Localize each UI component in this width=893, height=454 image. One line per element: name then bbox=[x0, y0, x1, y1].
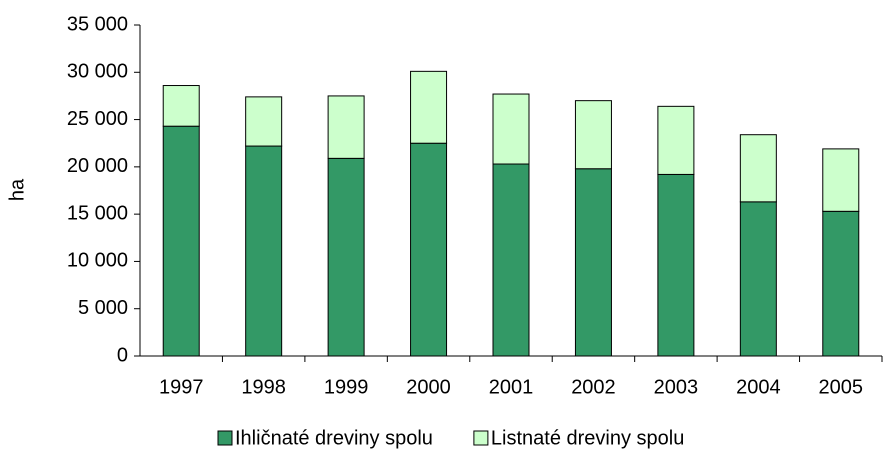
bar-segment bbox=[492, 93, 530, 165]
x-tick-label: 1997 bbox=[159, 376, 204, 398]
y-tick-label: 30 000 bbox=[67, 61, 128, 83]
bar-segment bbox=[245, 145, 283, 357]
x-tick-label: 2004 bbox=[736, 376, 781, 398]
y-tick-label: 25 000 bbox=[67, 108, 128, 130]
y-tick-label: 20 000 bbox=[67, 155, 128, 177]
y-tick-label: 10 000 bbox=[67, 250, 128, 272]
bar-segment bbox=[739, 201, 777, 357]
legend-swatch bbox=[473, 430, 489, 446]
bar-segment bbox=[492, 163, 530, 357]
x-tick-label: 2002 bbox=[571, 376, 616, 398]
bar-segment bbox=[739, 134, 777, 203]
bar-segment bbox=[574, 100, 612, 170]
legend-label: Ihličnaté dreviny spolu bbox=[235, 427, 433, 449]
bar-segment bbox=[162, 85, 200, 127]
bar-segment bbox=[327, 157, 365, 357]
bar-segment bbox=[657, 173, 695, 357]
x-tick-label: 2001 bbox=[489, 376, 534, 398]
legend-swatch bbox=[217, 430, 233, 446]
bar-segment bbox=[822, 210, 860, 357]
bar-segment bbox=[657, 105, 695, 175]
x-tick-label: 2005 bbox=[819, 376, 864, 398]
bar-segment bbox=[162, 125, 200, 357]
bar-segment bbox=[245, 96, 283, 147]
x-tick-label: 2003 bbox=[654, 376, 699, 398]
y-tick-label: 0 bbox=[117, 344, 128, 366]
x-tick-label: 2000 bbox=[406, 376, 451, 398]
legend-label: Listnaté dreviny spolu bbox=[491, 427, 684, 449]
y-tick-label: 5 000 bbox=[78, 297, 128, 319]
x-tick-label: 1998 bbox=[241, 376, 286, 398]
bar-segment bbox=[410, 70, 448, 144]
bar-segment bbox=[822, 148, 860, 212]
y-axis-label: ha bbox=[6, 178, 28, 201]
y-tick-label: 15 000 bbox=[67, 202, 128, 224]
y-tick-label: 35 000 bbox=[67, 13, 128, 35]
x-tick-label: 1999 bbox=[324, 376, 369, 398]
bar-segment bbox=[574, 168, 612, 357]
bar-segment bbox=[410, 142, 448, 357]
bar-segment bbox=[327, 95, 365, 159]
